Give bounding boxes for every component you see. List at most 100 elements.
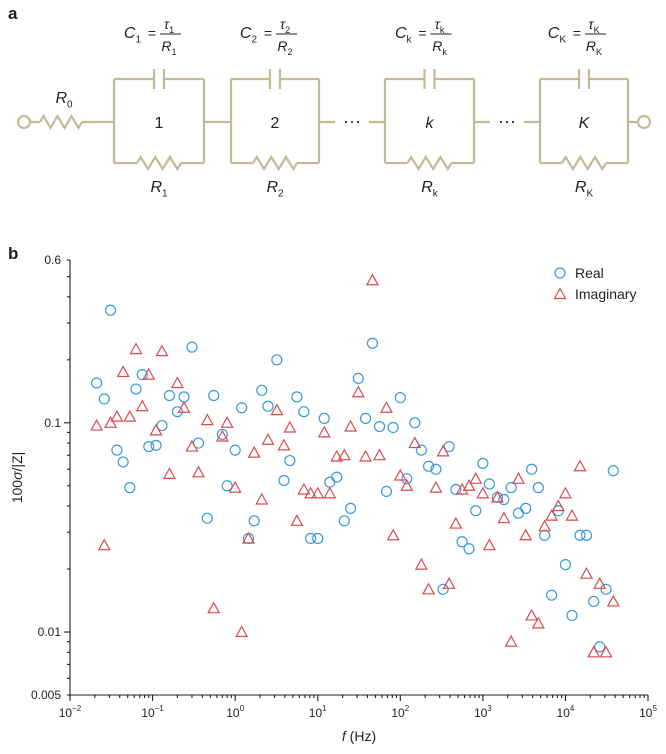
imaginary-data-point xyxy=(372,448,387,461)
imaginary-data-point xyxy=(247,445,261,458)
real-data-point xyxy=(324,476,336,488)
imaginary-data-point xyxy=(149,423,163,436)
real-data-point xyxy=(111,444,123,456)
real-data-point xyxy=(221,480,233,492)
imaginary-data-point xyxy=(162,467,176,479)
real-data-point xyxy=(278,474,290,487)
imaginary-data-point xyxy=(400,479,414,491)
imaginary-data-point xyxy=(442,577,456,589)
x-tick-label: 102 xyxy=(391,704,409,720)
imaginary-data-point xyxy=(97,538,111,551)
real-data-point xyxy=(580,529,593,541)
real-data-point xyxy=(559,559,572,571)
real-data-point xyxy=(394,391,406,404)
imaginary-data-point xyxy=(386,528,400,541)
panel-label-b: b xyxy=(8,244,19,263)
equals-sign: = xyxy=(573,25,581,41)
x-tick-label: 105 xyxy=(639,704,657,720)
imaginary-data-point xyxy=(311,486,325,499)
fraction-denominator: RK xyxy=(586,38,602,57)
imaginary-data-point xyxy=(531,616,545,629)
real-data-point xyxy=(566,609,578,622)
imaginary-data-point xyxy=(170,376,184,389)
real-data-point xyxy=(229,444,241,456)
resistor xyxy=(561,154,607,172)
block-index: k xyxy=(426,115,435,132)
imaginary-data-point xyxy=(414,557,428,570)
real-data-point xyxy=(262,400,274,412)
legend-marker-imaginary xyxy=(553,287,567,300)
imaginary-data-point xyxy=(261,432,275,445)
real-data-point xyxy=(208,389,220,402)
imaginary-data-point xyxy=(110,409,124,422)
real-data-point xyxy=(409,417,421,429)
equals-sign: = xyxy=(148,25,156,41)
imaginary-data-point xyxy=(436,444,450,457)
imaginary-data-point xyxy=(469,472,483,484)
ellipsis: ··· xyxy=(343,111,361,131)
output-terminal xyxy=(636,114,652,130)
block-index: 2 xyxy=(271,115,280,132)
imaginary-data-point xyxy=(482,538,496,551)
real-data-point xyxy=(574,529,586,541)
real-data-point xyxy=(298,406,310,418)
r0-label: R0 xyxy=(55,90,73,110)
resistor xyxy=(252,154,298,172)
equivalent-circuit-diagram: R0 1 R1 C1 = τ1 R1 2 R2 C2 = τ2 R2 k Rk Ck = τk Rk K RK CK = τK… xyxy=(16,16,652,199)
real-data-point xyxy=(236,402,248,414)
imaginary-data-point xyxy=(490,490,504,503)
resistor-label: RK xyxy=(575,179,594,199)
real-data-point xyxy=(284,454,296,467)
imaginary-data-point xyxy=(297,482,311,495)
x-tick-label: 103 xyxy=(474,704,492,720)
imaginary-data-point xyxy=(200,413,214,426)
real-data-point xyxy=(401,473,413,485)
imaginary-data-point xyxy=(351,385,365,398)
imaginary-data-point xyxy=(235,625,249,638)
x-tick-label: 101 xyxy=(309,704,327,720)
real-data-point xyxy=(607,465,619,477)
imaginary-data-point xyxy=(504,634,518,647)
imaginary-data-point xyxy=(283,420,297,433)
imaginary-data-point xyxy=(558,486,572,499)
real-data-point xyxy=(380,485,393,498)
real-data-point xyxy=(104,304,117,316)
imaginary-data-point xyxy=(579,566,594,579)
imaginary-data-point xyxy=(142,367,156,380)
real-data-point xyxy=(124,482,136,494)
real-data-point xyxy=(143,440,155,453)
real-data-point xyxy=(136,368,148,381)
fraction-denominator: R1 xyxy=(161,38,176,57)
real-data-point xyxy=(150,439,162,451)
real-data-point xyxy=(483,478,495,490)
block-index: 1 xyxy=(155,115,164,132)
real-data-point xyxy=(387,421,399,434)
real-data-point xyxy=(304,532,317,545)
input-terminal xyxy=(16,114,32,130)
imaginary-data-point xyxy=(317,425,331,438)
imaginary-data-point xyxy=(393,468,407,481)
real-data-point xyxy=(163,389,176,402)
capacitance-label: C1 xyxy=(124,25,142,45)
real-data-point xyxy=(98,393,110,405)
imaginary-data-point xyxy=(129,342,143,355)
real-data-point xyxy=(430,463,442,475)
real-data-point xyxy=(498,493,510,506)
legend-label-imaginary: Imaginary xyxy=(575,286,636,302)
y-axis-label: 100σ/|Z| xyxy=(9,452,25,504)
imaginary-data-point xyxy=(565,508,579,521)
panel-label-a: a xyxy=(8,4,18,23)
real-data-point xyxy=(256,384,268,396)
equals-sign: = xyxy=(418,25,426,41)
tau-label: τ1 xyxy=(164,16,174,35)
real-data-point xyxy=(456,536,468,548)
x-tick-label: 10−2 xyxy=(59,704,82,720)
real-data-point xyxy=(186,341,198,353)
imaginary-data-point xyxy=(177,401,191,413)
real-data-point xyxy=(271,354,283,366)
imaginary-data-point xyxy=(462,479,476,491)
real-data-point xyxy=(352,372,364,385)
fraction-denominator: R2 xyxy=(277,38,292,57)
imaginary-data-point xyxy=(228,480,242,493)
imaginary-data-point xyxy=(538,519,552,532)
